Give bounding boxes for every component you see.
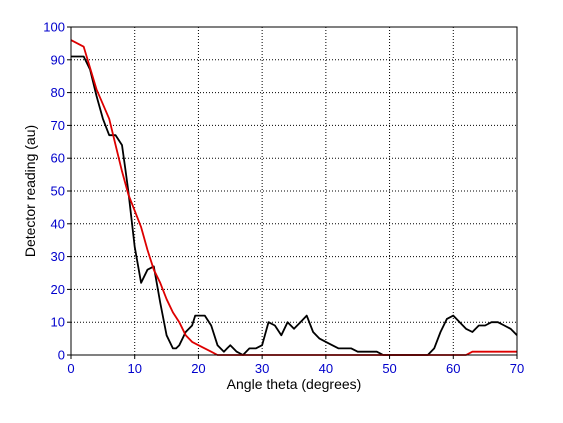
- y-tick-label: 0: [58, 348, 65, 363]
- x-tick-label: 70: [510, 361, 524, 376]
- y-tick-label: 80: [51, 85, 65, 100]
- x-tick-label: 0: [67, 361, 74, 376]
- y-axis-label: Detector reading (au): [22, 125, 38, 257]
- x-tick-label: 50: [382, 361, 396, 376]
- y-tick-label: 40: [51, 216, 65, 231]
- y-axis-ticks: 0 10 20 30 40 50 60 70 80 90 100: [43, 20, 71, 363]
- y-tick-label: 100: [43, 20, 65, 35]
- y-tick-label: 70: [51, 118, 65, 133]
- x-tick-label: 40: [319, 361, 333, 376]
- grid: [71, 27, 517, 355]
- y-tick-label: 10: [51, 315, 65, 330]
- y-tick-label: 50: [51, 184, 65, 199]
- y-tick-label: 30: [51, 249, 65, 264]
- x-tick-label: 20: [191, 361, 205, 376]
- x-tick-label: 10: [127, 361, 141, 376]
- x-axis-ticks: 0 10 20 30 40 50 60 70: [67, 355, 524, 376]
- x-axis-label: Angle theta (degrees): [227, 376, 362, 392]
- series-line-1: [71, 55, 518, 356]
- y-tick-label: 90: [51, 52, 65, 67]
- x-tick-label: 30: [255, 361, 269, 376]
- y-tick-label: 20: [51, 282, 65, 297]
- y-tick-label: 60: [51, 151, 65, 166]
- x-tick-label: 60: [446, 361, 460, 376]
